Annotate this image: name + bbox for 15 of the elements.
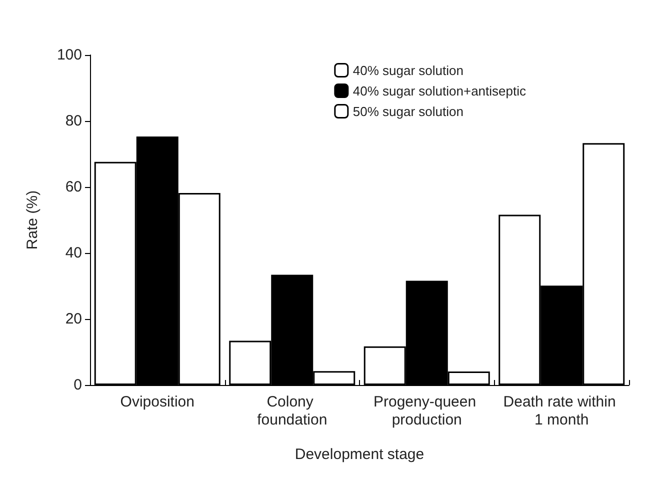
y-tick-label: 20 [65, 310, 82, 328]
x-tick-label: Oviposition [120, 394, 194, 410]
y-tick-label: 60 [65, 178, 82, 196]
legend-label: 50% sugar solution [352, 104, 464, 119]
y-axis-title: Rate (%) [24, 190, 41, 250]
y-tick-label: 100 [56, 46, 82, 64]
legend-label: 40% sugar solution+antiseptic [352, 83, 526, 98]
x-tick-label: Death rate within 1 month [503, 394, 620, 428]
x-tick-label: Progeny-queen production [374, 394, 480, 428]
x-axis-title: Development stage [294, 446, 424, 463]
y-tick-label: 80 [65, 112, 82, 130]
y-tick-label: 40 [65, 244, 82, 262]
x-tick-label: Colony foundation [257, 394, 328, 428]
legend-label: 40% sugar solution [352, 62, 464, 78]
y-tick-label: 0 [74, 376, 82, 394]
